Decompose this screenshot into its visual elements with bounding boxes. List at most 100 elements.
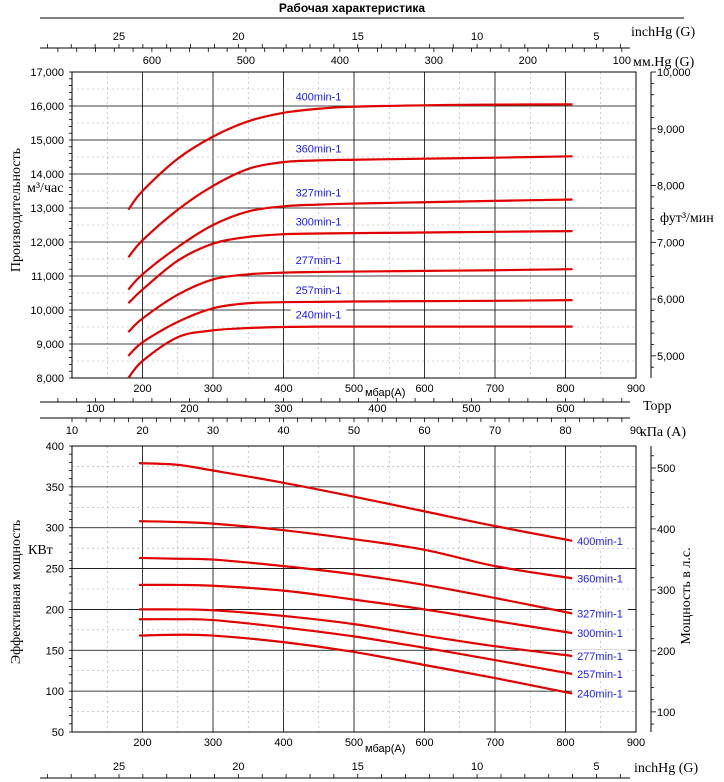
capacity-label-400min-1: 400min-1	[296, 92, 342, 104]
y2-tick-label: 500	[657, 463, 675, 475]
kpa-tick-label: 90	[630, 425, 642, 437]
y-tick-label: 9,000	[36, 339, 64, 351]
power-label-240min-1: 240min-1	[577, 689, 623, 701]
kpa-tick-label: 80	[559, 425, 571, 437]
bottom-inchhg-tick-label: 10	[471, 761, 483, 773]
curve-label-bg	[290, 253, 347, 267]
power-label-277min-1: 277min-1	[577, 651, 623, 663]
power-curve-327min-1	[138, 556, 573, 615]
curve-label-bg	[572, 607, 628, 621]
power-label-400min-1: 400min-1	[577, 536, 623, 548]
y-tick-label: 200	[46, 604, 64, 616]
capacity-label-360min-1: 360min-1	[296, 143, 342, 155]
torr-tick-label: 300	[274, 403, 292, 415]
plot-frame	[71, 445, 637, 733]
y-tick-label: 12,000	[30, 237, 64, 249]
capacity-label-277min-1: 277min-1	[296, 255, 342, 267]
lower-ylabel: Эффективная мощность	[9, 520, 24, 664]
y2-tick-label: 7,000	[657, 237, 685, 249]
y-tick-label: 50	[52, 727, 64, 739]
top-mmhg-tick-label: 600	[143, 55, 161, 67]
power-label-327min-1: 327min-1	[577, 609, 623, 621]
power-curve-300min-1	[138, 583, 573, 635]
y2-tick-label: 200	[657, 646, 675, 658]
y2-tick-label: 9,000	[657, 124, 685, 136]
bottom-inchhg-tick-label: 20	[232, 761, 244, 773]
torr-tick-label: 400	[368, 403, 386, 415]
curve-label-layer: 400min-1 360min-1 327min-1 300min-1 277min-1…	[290, 90, 628, 701]
curve-label-bg	[290, 283, 347, 297]
y-tick-label: 13,000	[30, 203, 64, 215]
bottom-inchhg-tick-label: 5	[593, 761, 599, 773]
y2-tick-label: 5,000	[657, 351, 685, 363]
lower-y2label: Мощность в л.с.	[679, 547, 694, 644]
kpa-tick-label: 10	[66, 425, 78, 437]
power-label-360min-1: 360min-1	[577, 573, 623, 585]
upper-yunit: м³/час	[27, 181, 63, 196]
kpa-tick-label: 60	[418, 425, 430, 437]
torr-tick-label: 200	[180, 403, 198, 415]
upper-mbar-label: мбар(A)	[365, 387, 405, 399]
x-tick-label: 200	[133, 383, 151, 395]
capacity-curve-360min-1	[127, 155, 573, 259]
power-label-300min-1: 300min-1	[577, 628, 623, 640]
plot-frame	[71, 71, 637, 379]
curve-label-bg	[572, 627, 628, 641]
curve-label-bg	[290, 90, 347, 104]
curve-label-bg	[290, 142, 347, 156]
top-inchhg-tick-label: 25	[113, 31, 125, 43]
top-mmhg-tick-label: 500	[237, 55, 255, 67]
torr-label: Торр	[643, 399, 672, 414]
y-tick-label: 250	[46, 564, 64, 576]
capacity-curve-300min-1	[127, 230, 573, 304]
x-tick-label: 400	[274, 383, 292, 395]
y-tick-label: 11,000	[31, 271, 64, 283]
x-tick-label: 700	[486, 383, 504, 395]
kpa-tick-label: 20	[136, 425, 148, 437]
y-tick-label: 100	[46, 686, 64, 698]
curve-label-bg	[572, 534, 628, 548]
y2-tick-label: 8,000	[657, 181, 685, 193]
curve-label-bg	[290, 308, 347, 322]
x-tick-label: 400	[274, 737, 292, 749]
y2-tick-label: 10,000	[657, 67, 691, 79]
x-tick-label: 800	[556, 383, 574, 395]
curve-label-bg	[572, 572, 628, 586]
x-tick-label: 500	[345, 383, 363, 395]
top-mmhg-tick-label: 400	[331, 55, 349, 67]
top-mmhg-tick-label: 200	[519, 55, 537, 67]
power-curve-277min-1	[138, 608, 573, 658]
upper-y2label: фут³/мин	[660, 211, 714, 226]
capacity-curve-257min-1	[127, 299, 573, 357]
top-mmhg-tick-label: 300	[425, 55, 443, 67]
torr-tick-label: 500	[462, 403, 480, 415]
y-tick-label: 10,000	[30, 305, 64, 317]
kpa-label: кПа (A)	[640, 425, 686, 440]
x-tick-label: 200	[133, 737, 151, 749]
y-tick-label: 17,000	[30, 67, 64, 79]
x-tick-label: 300	[204, 383, 222, 395]
top-inchhg-label: inchHg (G)	[631, 25, 695, 40]
capacity-curve-277min-1	[127, 268, 573, 333]
y2-tick-label: 6,000	[657, 294, 685, 306]
y-tick-label: 350	[46, 482, 64, 494]
y-tick-label: 14,000	[30, 169, 64, 181]
top-inchhg-tick-label: 5	[593, 31, 599, 43]
power-curve-400min-1	[138, 462, 573, 542]
kpa-tick-label: 40	[277, 425, 289, 437]
capacity-label-327min-1: 327min-1	[296, 188, 342, 200]
chart-static: Рабочая характеристика inchHg (G) мм.Hg …	[9, 1, 714, 776]
power-curve-257min-1	[138, 618, 573, 676]
chart-title: Рабочая характеристика	[279, 1, 425, 15]
x-tick-label: 600	[415, 737, 433, 749]
top-mmhg-label: мм.Hg (G)	[633, 55, 695, 70]
x-tick-label: 500	[345, 737, 363, 749]
bottom-inchhg-tick-label: 15	[352, 761, 364, 773]
bottom-inchhg-label: inchHg (G)	[634, 761, 698, 776]
power-curve-240min-1	[138, 633, 573, 695]
y-tick-label: 8,000	[36, 373, 64, 385]
kpa-tick-label: 30	[207, 425, 219, 437]
y-tick-label: 300	[46, 523, 64, 535]
capacity-curve-400min-1	[127, 103, 573, 211]
